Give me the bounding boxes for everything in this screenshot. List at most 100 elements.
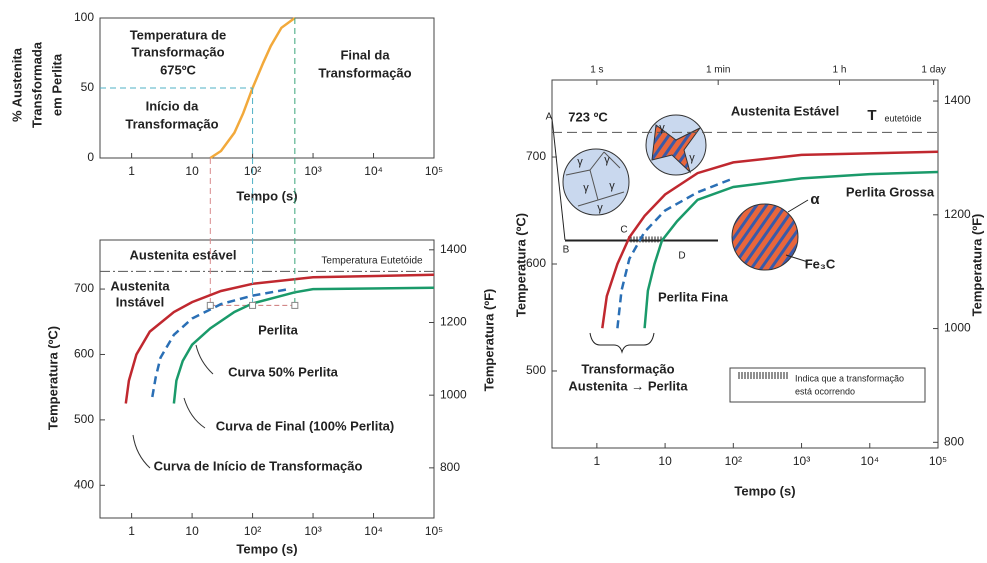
x-tick-label: 10³ [304, 524, 321, 538]
gamma-symbol: γ [609, 180, 615, 192]
y-tick-label: 0 [87, 150, 94, 164]
x-tick-label: 10⁵ [929, 454, 947, 468]
y-tick-label: 100 [74, 10, 94, 24]
y-axis-title: em Perlita [49, 53, 64, 116]
y2-axis-title: Temperatura (ºF) [969, 214, 984, 317]
austenite-grain [562, 148, 630, 216]
guide-marker [206, 301, 214, 309]
pointer [787, 199, 809, 213]
annotation: A [546, 112, 553, 123]
annotation: Austenita Estável [731, 103, 839, 118]
series-label: Curva 50% Perlita [228, 364, 339, 379]
guide-marker [291, 301, 299, 309]
series-line [616, 177, 734, 329]
annotation: B [563, 245, 570, 256]
gamma-symbol: γ [604, 154, 610, 166]
gamma-symbol: γ [659, 122, 665, 134]
annotation: C [620, 225, 627, 236]
annotation: Início da [146, 98, 200, 113]
y-tick-label: 400 [74, 477, 94, 491]
x-tick-label: 10⁴ [861, 454, 880, 468]
path-a-b [551, 117, 566, 241]
annotation: 723 ºC [568, 109, 608, 124]
annotation: 675ºC [160, 62, 196, 77]
y-axis-title: Temperatura (ºC) [45, 326, 60, 430]
y2-tick-label: 1000 [944, 321, 971, 335]
x-tick-label: 10 [658, 454, 672, 468]
y2-tick-label: 1400 [440, 242, 467, 256]
annotation: Temperatura Eutetóide [321, 256, 423, 267]
y-tick-label: 500 [74, 412, 94, 426]
gamma-symbol: γ [597, 202, 603, 214]
gamma-symbol: γ [583, 182, 589, 194]
annotation: Austenita estável [130, 247, 237, 262]
leader-lines [132, 344, 214, 469]
transformation-hatch [627, 236, 662, 243]
y2-tick-label: 800 [440, 460, 460, 474]
x-tick-label: 1 [128, 524, 135, 538]
annotation: Perlita Fina [658, 289, 729, 304]
y2-tick-label: 1200 [944, 207, 971, 221]
annotation: Temperatura de [130, 27, 227, 42]
annotation: Perlita Grossa [846, 184, 935, 199]
y-tick-label: 500 [526, 363, 546, 377]
annotation: Austenita [110, 278, 170, 293]
y-axis-title: % Austenita [9, 47, 24, 122]
legend-box [729, 367, 926, 403]
annotation: D [678, 251, 685, 262]
y2-tick-label: 1200 [440, 315, 467, 329]
annotation: está ocorrendo [795, 386, 855, 396]
annotation: Transformação [131, 44, 224, 59]
annotation: Transformação [581, 361, 674, 376]
annotation: Perlita [258, 322, 299, 337]
pointer [785, 254, 809, 263]
x-tick-label: 10⁴ [364, 524, 383, 538]
brace [589, 332, 655, 354]
y2-tick-label: 800 [944, 434, 964, 448]
legend-hatch [738, 372, 788, 379]
x-tick-label: 10⁵ [425, 164, 443, 178]
pearlite-nucleus [651, 124, 701, 174]
y2-axis-title: Temperatura (ºF) [481, 289, 496, 392]
x-tick-label: 1 [128, 164, 135, 178]
x-tick-label: 10 [185, 164, 199, 178]
annotation: eutetóide [884, 113, 921, 123]
x2-tick-label: 1 min [706, 65, 730, 76]
x-tick-label: 10 [185, 524, 199, 538]
annotation: Austenita → Perlita [568, 378, 688, 393]
annotation: Transformação [318, 65, 411, 80]
annotation: Indica que a transformação [795, 373, 904, 383]
y2-tick-label: 1400 [944, 93, 971, 107]
gamma-symbol: γ [689, 152, 695, 164]
grain-boundary [565, 151, 625, 207]
x-tick-label: 1 [594, 454, 601, 468]
x2-tick-label: 1 day [921, 65, 945, 76]
x-tick-label: 10² [725, 454, 742, 468]
x-tick-label: 10⁴ [364, 164, 383, 178]
y-axis-title: Temperatura (ºC) [513, 213, 528, 317]
x2-tick-label: 1 h [833, 65, 847, 76]
y-tick-label: 700 [74, 281, 94, 295]
y-tick-label: 700 [526, 149, 546, 163]
microstructures [132, 114, 926, 469]
y-tick-label: 50 [81, 80, 95, 94]
series-line [172, 286, 435, 404]
series-label: Curva de Final (100% Perlita) [216, 418, 394, 433]
y-tick-label: 600 [74, 347, 94, 361]
annotation: Fe₃C [805, 256, 836, 271]
x-tick-label: 10² [244, 524, 261, 538]
series-line [643, 170, 939, 329]
annotation: Final da [340, 47, 390, 62]
x-axis-title: Tempo (s) [734, 483, 795, 498]
x-axis-title: Tempo (s) [236, 188, 297, 203]
y2-tick-label: 1000 [440, 387, 467, 401]
series-line [601, 150, 939, 329]
y-axis-title: Transformada [29, 41, 44, 128]
annotation: α [810, 191, 820, 208]
annotation: Transformação [125, 116, 218, 131]
annotation: Instável [116, 294, 164, 309]
series-label: Curva de Início de Transformação [154, 458, 363, 473]
y-tick-label: 600 [526, 256, 546, 270]
